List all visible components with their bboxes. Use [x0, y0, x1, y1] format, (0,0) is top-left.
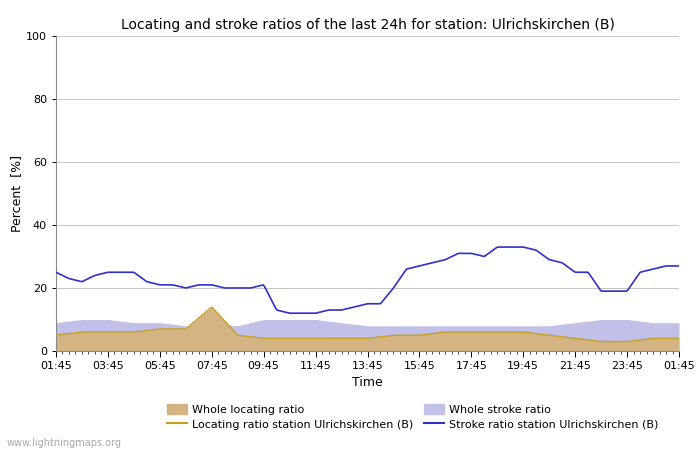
Title: Locating and stroke ratios of the last 24h for station: Ulrichskirchen (B): Locating and stroke ratios of the last 2…	[120, 18, 615, 32]
Legend: Whole locating ratio, Locating ratio station Ulrichskirchen (B), Whole stroke ra: Whole locating ratio, Locating ratio sta…	[167, 404, 658, 430]
X-axis label: Time: Time	[352, 376, 383, 389]
Text: www.lightningmaps.org: www.lightningmaps.org	[7, 438, 122, 448]
Y-axis label: Percent  [%]: Percent [%]	[10, 155, 23, 232]
